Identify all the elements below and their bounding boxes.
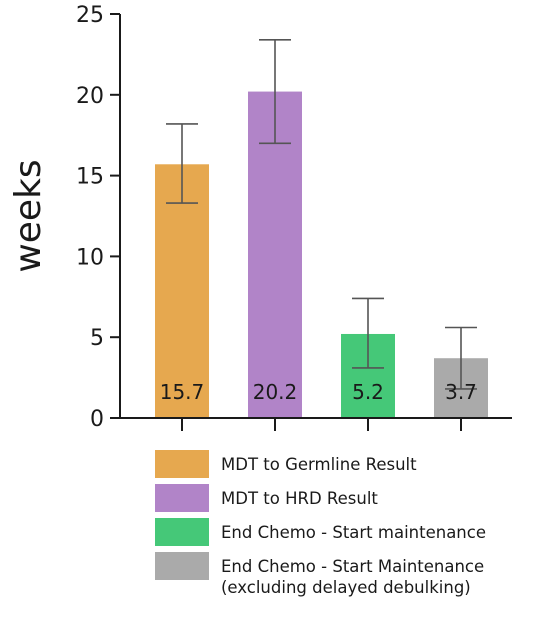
y-tick-label: 10 <box>76 245 104 270</box>
legend-item: MDT to Germline Result <box>155 450 525 484</box>
legend-swatch <box>155 552 209 580</box>
legend-label: End Chemo - Start maintenance <box>221 523 486 542</box>
data-label-4: 3.7 <box>445 380 477 404</box>
bar-2 <box>248 91 302 419</box>
legend-label: MDT to HRD Result <box>221 489 378 508</box>
legend-swatch <box>155 484 209 512</box>
legend-swatch <box>155 518 209 546</box>
legend-label: End Chemo - Start Maintenance (excluding… <box>221 557 485 597</box>
y-axis-label: weeks <box>8 159 49 272</box>
data-label-2: 20.2 <box>253 380 298 404</box>
y-tick-label: 25 <box>76 3 104 28</box>
y-tick-label: 15 <box>76 165 104 190</box>
data-label-3: 5.2 <box>352 380 384 404</box>
y-tick-label: 20 <box>76 84 104 109</box>
legend-item: End Chemo - Start maintenance <box>155 518 525 552</box>
legend: MDT to Germline Result MDT to HRD Result E… <box>155 450 525 602</box>
data-label-1: 15.7 <box>160 380 205 404</box>
bar-chart: 0 5 10 15 20 25 15.7 20.2 5.2 3.7 weeks <box>8 3 512 432</box>
bar-1 <box>155 164 209 418</box>
legend-swatch <box>155 450 209 478</box>
legend-item: End Chemo - Start Maintenance (excluding… <box>155 552 525 602</box>
y-tick-label: 0 <box>90 407 104 432</box>
y-tick-label: 5 <box>90 326 104 351</box>
legend-item: MDT to HRD Result <box>155 484 525 518</box>
legend-label: MDT to Germline Result <box>221 455 417 474</box>
